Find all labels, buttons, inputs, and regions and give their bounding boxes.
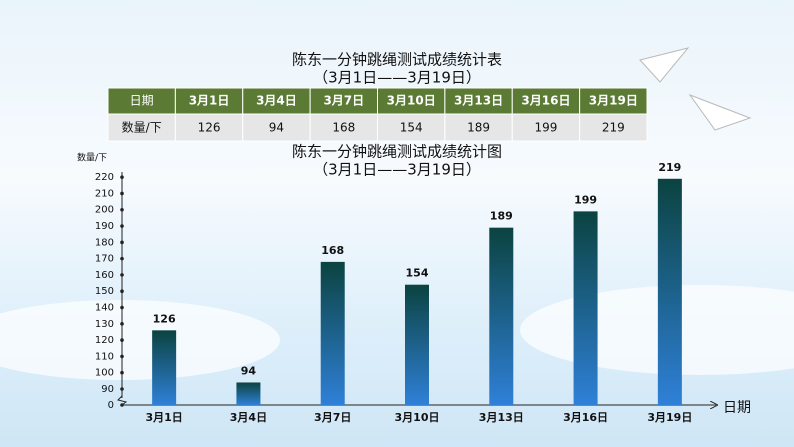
body-text: 数量/下 [122, 120, 162, 135]
value-label: 199 [574, 193, 597, 206]
y-tick-label: 180 [95, 237, 114, 248]
header-cell [511, 87, 581, 115]
tick-mark [120, 354, 124, 359]
body-text: 94 [269, 121, 284, 135]
paper-plane [688, 93, 752, 131]
value-label: 154 [406, 267, 429, 280]
value-label: 126 [153, 312, 176, 325]
bar [320, 261, 345, 405]
x-tick-label: 3月19日 [647, 411, 692, 424]
tick-mark [120, 305, 124, 310]
x-tick-label: 3月13日 [479, 411, 524, 424]
tick-mark [120, 240, 124, 245]
bar [152, 330, 177, 405]
tick-mark [120, 273, 124, 277]
y-tick-label: 220 [95, 172, 114, 183]
tick-mark [120, 289, 124, 294]
x-axis-label: 日期 [723, 400, 751, 416]
tick-mark [120, 175, 124, 179]
body-cell [377, 113, 446, 142]
tick-mark [120, 387, 124, 391]
x-tick-label: 3月1日 [145, 411, 182, 424]
header-cell [579, 87, 648, 115]
y-tick-label: 130 [95, 319, 114, 330]
y-tick-label: 210 [95, 188, 114, 199]
body-cell [242, 113, 311, 142]
table-subtitle: （3月1日——3月19日） [313, 69, 481, 87]
y-tick-label: 190 [95, 221, 114, 232]
header-text: 日期 [130, 94, 154, 108]
tick-mark [120, 191, 124, 196]
cloud [520, 285, 794, 375]
body-text: 154 [400, 121, 423, 135]
header-text: 3月1日 [189, 94, 230, 108]
header-cell [377, 87, 446, 115]
y-tick-label: 170 [95, 254, 114, 265]
y-axis-label: 数量/下 [77, 152, 107, 164]
bar [489, 227, 514, 405]
cloud [0, 300, 280, 380]
y-tick-label: 0 [108, 400, 114, 411]
y-tick-label: 90 [101, 384, 114, 395]
value-label: 94 [241, 364, 257, 377]
y-tick-label: 200 [95, 205, 114, 216]
body-cell [579, 113, 648, 142]
header-text: 3月10日 [387, 94, 436, 108]
y-tick-label: 160 [95, 270, 114, 281]
bar [236, 382, 261, 405]
x-tick-label: 3月10日 [395, 411, 440, 424]
body-cell [309, 113, 378, 142]
bar [657, 178, 682, 405]
axis-break [117, 395, 128, 406]
x-tick-label: 3月4日 [230, 411, 267, 424]
value-label: 189 [490, 210, 513, 223]
value-label: 219 [658, 161, 681, 174]
x-tick-label: 3月7日 [314, 411, 351, 424]
bar [405, 284, 429, 405]
tick-mark [120, 338, 124, 342]
header-cell [174, 87, 244, 115]
body-text: 219 [602, 121, 625, 135]
body-text: 199 [534, 121, 557, 135]
header-text: 3月4日 [256, 94, 297, 108]
value-label: 168 [321, 244, 344, 257]
bar [573, 211, 598, 405]
tick-mark [120, 370, 124, 375]
body-text: 126 [198, 121, 221, 135]
header-text: 3月7日 [323, 94, 364, 108]
y-tick-label: 120 [95, 335, 114, 346]
header-text: 3月19日 [589, 94, 638, 108]
y-tick-label: 110 [95, 351, 114, 362]
header-cell [107, 87, 176, 115]
body-cell [444, 113, 513, 142]
y-tick-label: 100 [95, 368, 114, 379]
header-text: 3月16日 [521, 94, 570, 108]
body-cell [511, 113, 581, 142]
paper-plane [639, 47, 690, 83]
tick-mark [120, 256, 124, 261]
y-tick-label: 140 [95, 303, 114, 314]
chart-title: 陈东一分钟跳绳测试成绩统计图 [292, 143, 502, 161]
body-cell [107, 113, 176, 142]
table-title: 陈东一分钟跳绳测试成绩统计表 [292, 51, 502, 69]
header-text: 3月13日 [454, 94, 503, 108]
tick-mark [120, 207, 124, 212]
y-tick-label: 150 [95, 286, 114, 297]
tick-mark [120, 224, 124, 228]
tick-mark [120, 403, 124, 407]
tick-mark [120, 322, 124, 326]
chart-subtitle: （3月1日——3月19日） [313, 161, 481, 179]
body-cell [174, 113, 244, 142]
body-text: 168 [332, 121, 355, 135]
x-tick-label: 3月16日 [563, 411, 608, 424]
body-text: 189 [467, 121, 490, 135]
